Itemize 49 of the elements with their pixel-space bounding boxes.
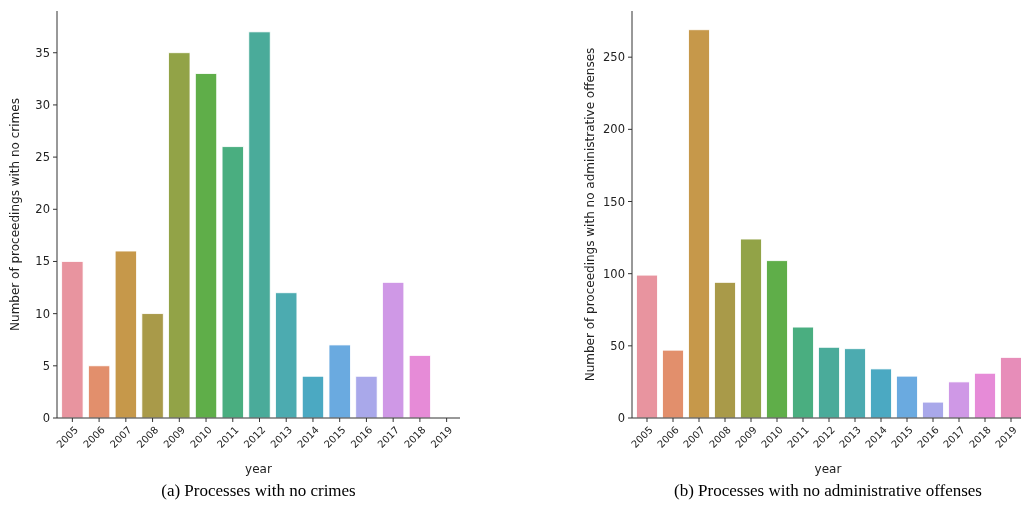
bar — [275, 292, 298, 419]
text: (a) Processes with no crimes — [161, 481, 356, 500]
bar — [88, 365, 111, 419]
bar — [896, 375, 918, 419]
text: (b) Processes with no administrative offenses — [674, 481, 982, 500]
y-tick-label: 35 — [35, 45, 50, 60]
y-tick-label: 15 — [35, 254, 50, 269]
bar — [1000, 356, 1021, 419]
y-tick-label: 0 — [42, 411, 50, 426]
bar — [974, 372, 996, 419]
y-tick-label: 150 — [603, 194, 625, 209]
y-tick-label: 10 — [35, 306, 50, 321]
bar — [714, 281, 736, 419]
bar — [922, 401, 944, 419]
bar — [792, 326, 814, 419]
y-tick-label: 0 — [617, 411, 625, 426]
bar — [662, 349, 684, 419]
bar — [870, 368, 892, 419]
bar — [766, 260, 788, 419]
bar — [168, 52, 191, 419]
x-axis-title: year — [814, 462, 842, 476]
bar — [636, 274, 658, 419]
bar — [382, 281, 405, 419]
y-tick-label: 25 — [35, 150, 50, 165]
y-tick-label: 250 — [603, 50, 625, 65]
bar — [221, 146, 244, 419]
y-tick-label: 30 — [35, 97, 50, 112]
bar — [688, 29, 710, 419]
bar — [844, 348, 866, 419]
y-tick-label: 50 — [610, 338, 625, 353]
y-tick-label: 200 — [603, 122, 625, 137]
bar — [740, 238, 762, 419]
bar — [248, 31, 271, 419]
bar — [408, 354, 431, 419]
y-tick-label: 5 — [42, 358, 50, 373]
bar — [114, 250, 137, 419]
bar — [301, 375, 325, 419]
bar — [328, 344, 351, 419]
bar — [194, 73, 218, 419]
y-axis-title: Number of proceedings with no administrative offenses — [583, 47, 597, 382]
bar — [948, 381, 970, 419]
x-axis-title: year — [245, 462, 272, 476]
bar — [141, 313, 164, 419]
y-axis-title: Number of proceedings with no crimes — [8, 98, 22, 331]
bar — [355, 375, 378, 419]
y-tick-label: 20 — [35, 202, 50, 217]
bar — [818, 346, 840, 419]
y-tick-label: 100 — [603, 266, 625, 281]
bar — [61, 261, 84, 419]
